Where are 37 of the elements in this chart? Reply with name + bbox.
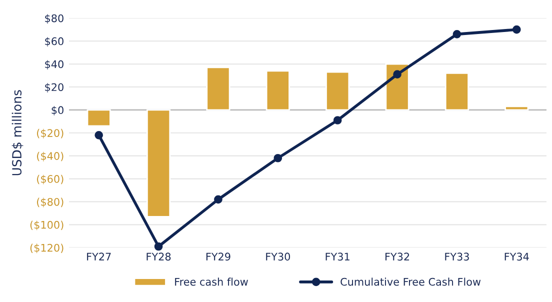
y-tick-label: ($40)	[37, 152, 64, 162]
y-tick-label: $60	[45, 37, 64, 47]
legend-label: Free cash flow	[175, 278, 248, 286]
x-tick-label: FY30	[266, 252, 290, 261]
bar	[206, 66, 230, 111]
x-tick-label: FY34	[504, 252, 529, 261]
y-tick-label: $0	[52, 106, 64, 116]
x-tick-label: FY32	[385, 252, 410, 261]
bar	[146, 109, 171, 218]
y-tick-label: ($120)	[30, 244, 64, 254]
point	[512, 25, 521, 34]
legend-label: Cumulative Free Cash Flow	[340, 278, 481, 286]
bar	[444, 72, 469, 111]
point	[452, 30, 462, 38]
point	[214, 195, 222, 204]
bar	[266, 70, 290, 111]
x-tick-label: FY29	[206, 252, 230, 261]
x-tick-label: FY28	[146, 252, 171, 261]
x-tick-label: FY27	[87, 252, 111, 260]
point	[274, 154, 282, 162]
y-tick-label: $20	[45, 83, 64, 92]
point	[393, 70, 402, 79]
bar	[504, 106, 529, 111]
bar	[86, 109, 111, 127]
bar	[326, 71, 350, 111]
y-axis-title: USD$ millions	[12, 90, 24, 176]
point	[94, 131, 104, 140]
point	[333, 116, 342, 124]
y-tick-label: ($20)	[37, 128, 64, 138]
x-tick-label: FY33	[445, 252, 469, 261]
x-tick-label: FY31	[326, 252, 350, 261]
y-tick-label: ($80)	[37, 198, 64, 208]
y-tick-label: $40	[45, 60, 64, 70]
y-tick-label: $80	[45, 14, 64, 24]
y-tick-label: ($60)	[37, 174, 64, 184]
y-tick-label: ($100)	[30, 220, 64, 230]
point	[154, 242, 163, 251]
